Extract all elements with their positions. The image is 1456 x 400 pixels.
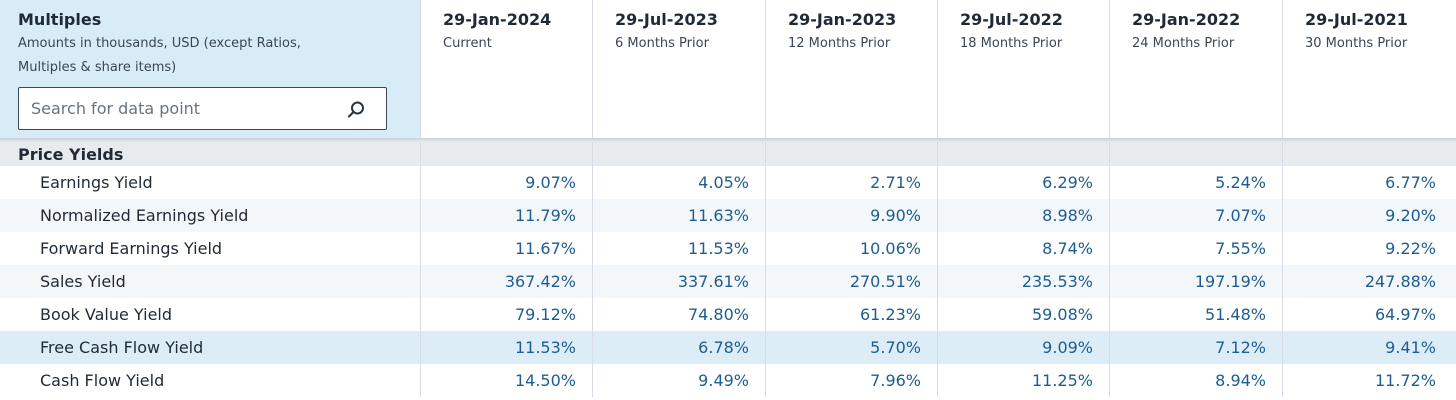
column-date: 29-Jul-2023 <box>615 10 718 29</box>
value-cell: 337.61% <box>593 265 766 298</box>
column-date: 29-Jul-2021 <box>1305 10 1408 29</box>
value-cell: 7.07% <box>1110 199 1283 232</box>
value-cell: 367.42% <box>421 265 593 298</box>
table-row[interactable]: Book Value Yield 79.12% 74.80% 61.23% 59… <box>0 298 1456 331</box>
value-cell: 8.74% <box>938 232 1110 265</box>
value-cell: 11.67% <box>421 232 593 265</box>
column-header[interactable]: 29-Jan-2022 24 Months Prior <box>1110 0 1283 138</box>
value-cell: 6.29% <box>938 166 1110 199</box>
empty-cell <box>421 142 593 166</box>
column-header[interactable]: 29-Jan-2023 12 Months Prior <box>766 0 938 138</box>
column-header[interactable]: 29-Jul-2021 30 Months Prior <box>1283 0 1456 138</box>
row-label: Book Value Yield <box>0 298 421 331</box>
value-cell: 14.50% <box>421 364 593 397</box>
value-cell: 10.06% <box>766 232 938 265</box>
panel-title: Multiples <box>18 10 102 29</box>
value-cell: 6.78% <box>593 331 766 364</box>
value-cell: 51.48% <box>1110 298 1283 331</box>
value-cell: 8.94% <box>1110 364 1283 397</box>
value-cell: 5.24% <box>1110 166 1283 199</box>
empty-cell <box>1110 142 1283 166</box>
value-cell: 7.96% <box>766 364 938 397</box>
row-label: Forward Earnings Yield <box>0 232 421 265</box>
table-body: Price Yields Earnings Yield 9.07% 4.05% … <box>0 142 1456 397</box>
row-label: Free Cash Flow Yield <box>0 331 421 364</box>
row-label: Sales Yield <box>0 265 421 298</box>
value-cell: 197.19% <box>1110 265 1283 298</box>
value-cell: 2.71% <box>766 166 938 199</box>
value-cell: 11.53% <box>593 232 766 265</box>
table-row-highlighted[interactable]: Free Cash Flow Yield 11.53% 6.78% 5.70% … <box>0 331 1456 364</box>
column-header[interactable]: 29-Jul-2022 18 Months Prior <box>938 0 1110 138</box>
value-cell: 11.72% <box>1374 371 1436 390</box>
value-cell: 235.53% <box>938 265 1110 298</box>
empty-cell <box>593 142 766 166</box>
search-input[interactable] <box>19 88 331 129</box>
column-relative: 12 Months Prior <box>788 36 891 51</box>
empty-cell <box>938 142 1110 166</box>
value-cell: 7.55% <box>1110 232 1283 265</box>
value-cell: 247.88% <box>1364 272 1436 291</box>
section-label: Price Yields <box>0 142 421 166</box>
column-date: 29-Jan-2022 <box>1132 10 1241 29</box>
value-cell: 7.12% <box>1110 331 1283 364</box>
row-label: Earnings Yield <box>0 166 421 199</box>
section-row-price-yields[interactable]: Price Yields <box>0 142 1456 166</box>
table-row[interactable]: Cash Flow Yield 14.50% 9.49% 7.96% 11.25… <box>0 364 1456 397</box>
value-cell: 6.77% <box>1385 173 1436 192</box>
value-cell: 9.22% <box>1385 239 1436 258</box>
value-cell: 74.80% <box>593 298 766 331</box>
row-label: Cash Flow Yield <box>0 364 421 397</box>
value-cell: 9.07% <box>421 166 593 199</box>
column-relative: 24 Months Prior <box>1132 36 1235 51</box>
column-date: 29-Jan-2024 <box>443 10 552 29</box>
table-row[interactable]: Forward Earnings Yield 11.67% 11.53% 10.… <box>0 232 1456 265</box>
column-date: 29-Jan-2023 <box>788 10 897 29</box>
empty-cell <box>1283 142 1456 166</box>
value-cell: 59.08% <box>938 298 1110 331</box>
value-cell: 4.05% <box>593 166 766 199</box>
table-row[interactable]: Earnings Yield 9.07% 4.05% 2.71% 6.29% 5… <box>0 166 1456 199</box>
value-cell: 9.09% <box>938 331 1110 364</box>
table-row[interactable]: Sales Yield 367.42% 337.61% 270.51% 235.… <box>0 265 1456 298</box>
column-date: 29-Jul-2022 <box>960 10 1063 29</box>
header-panel: Multiples Amounts in thousands, USD (exc… <box>0 0 421 138</box>
row-label: Normalized Earnings Yield <box>0 199 421 232</box>
value-cell: 8.98% <box>938 199 1110 232</box>
value-cell: 5.70% <box>766 331 938 364</box>
value-cell: 270.51% <box>766 265 938 298</box>
value-cell: 11.53% <box>421 331 593 364</box>
value-cell: 9.20% <box>1385 206 1436 225</box>
value-cell: 79.12% <box>421 298 593 331</box>
value-cell: 9.90% <box>766 199 938 232</box>
panel-subtitle: Amounts in thousands, USD (except Ratios… <box>18 36 301 75</box>
column-header[interactable]: 29-Jan-2024 Current <box>421 0 593 138</box>
table-header: Multiples Amounts in thousands, USD (exc… <box>0 0 1456 138</box>
search-icon[interactable] <box>346 100 366 120</box>
value-cell: 61.23% <box>766 298 938 331</box>
value-cell: 9.49% <box>593 364 766 397</box>
value-cell: 9.41% <box>1385 338 1436 357</box>
table-row[interactable]: Normalized Earnings Yield 11.79% 11.63% … <box>0 199 1456 232</box>
column-relative: 18 Months Prior <box>960 36 1063 51</box>
value-cell: 64.97% <box>1374 305 1436 324</box>
value-cell: 11.79% <box>421 199 593 232</box>
column-header[interactable]: 29-Jul-2023 6 Months Prior <box>593 0 766 138</box>
empty-cell <box>766 142 938 166</box>
column-relative: 6 Months Prior <box>615 36 709 51</box>
header-divider <box>0 138 1456 142</box>
value-cell: 11.63% <box>593 199 766 232</box>
search-box[interactable] <box>18 87 387 130</box>
value-cell: 11.25% <box>938 364 1110 397</box>
column-relative: 30 Months Prior <box>1305 36 1408 51</box>
column-relative: Current <box>443 36 492 51</box>
